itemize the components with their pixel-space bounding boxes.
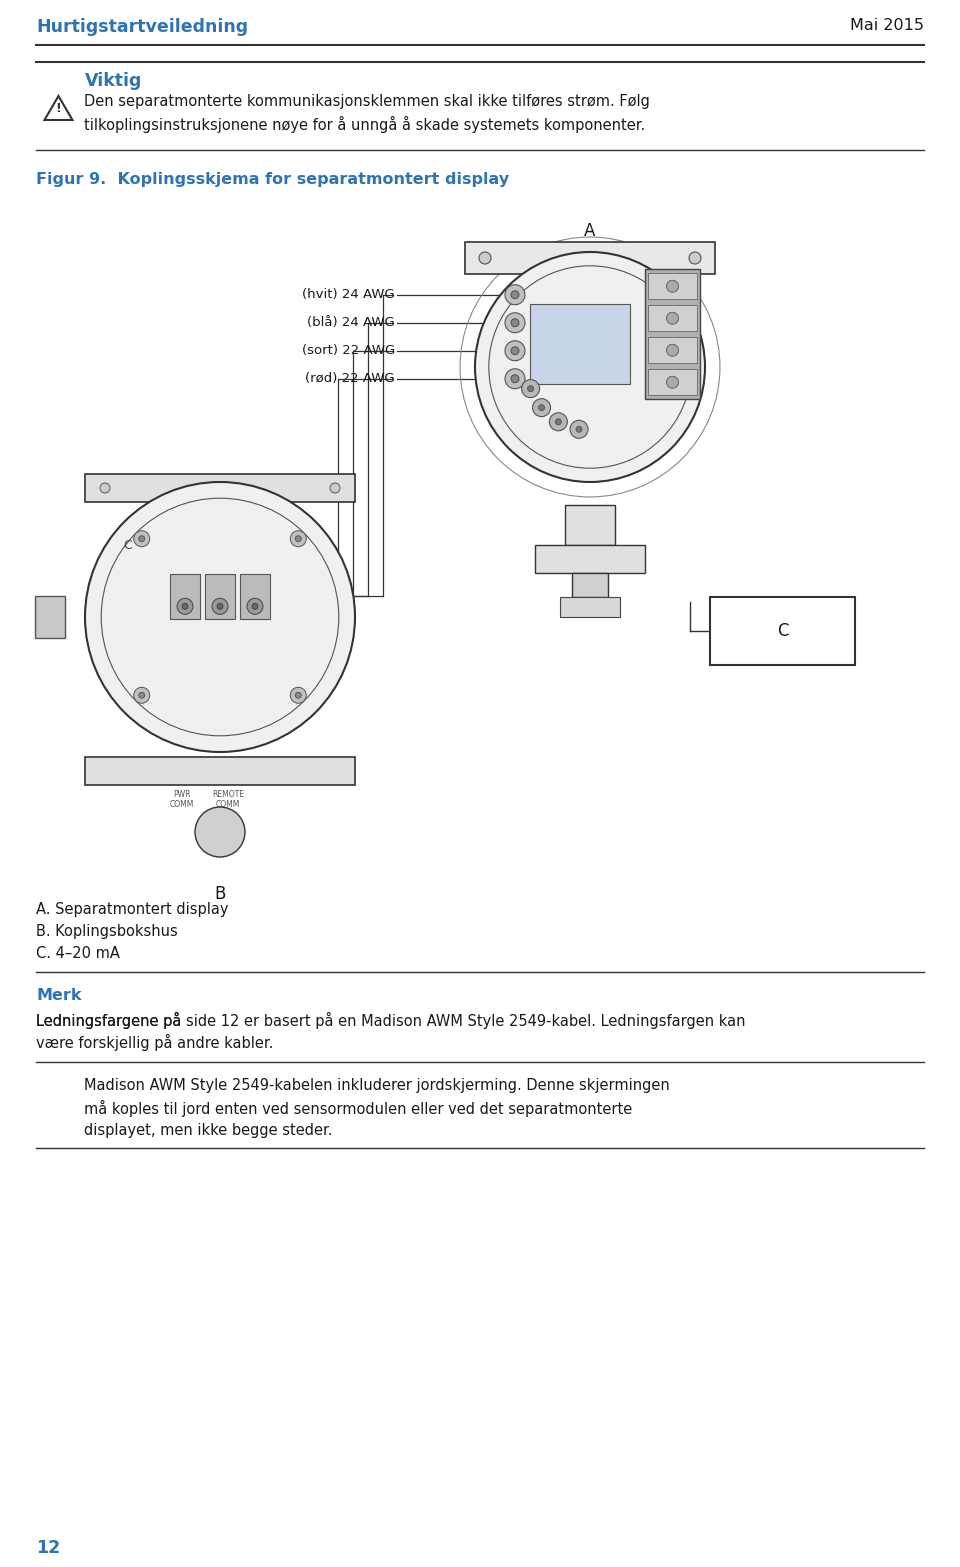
FancyBboxPatch shape	[565, 505, 615, 545]
Text: (rød) 22 AWG: (rød) 22 AWG	[305, 373, 395, 385]
Text: B: B	[214, 885, 226, 903]
Circle shape	[505, 285, 525, 304]
Circle shape	[139, 693, 145, 699]
Circle shape	[85, 483, 355, 752]
Circle shape	[533, 398, 550, 417]
Circle shape	[177, 599, 193, 614]
FancyBboxPatch shape	[170, 574, 200, 619]
Circle shape	[570, 420, 588, 439]
Circle shape	[182, 603, 188, 610]
Circle shape	[511, 375, 519, 382]
FancyBboxPatch shape	[572, 574, 608, 597]
Circle shape	[290, 531, 306, 547]
Text: A. Separatmontert display: A. Separatmontert display	[36, 903, 229, 917]
Circle shape	[549, 412, 567, 431]
Circle shape	[511, 318, 519, 328]
Circle shape	[133, 531, 150, 547]
Circle shape	[689, 252, 701, 263]
FancyBboxPatch shape	[465, 241, 715, 274]
Circle shape	[666, 280, 679, 293]
Circle shape	[556, 418, 562, 425]
Circle shape	[475, 252, 705, 483]
Circle shape	[330, 483, 340, 494]
FancyBboxPatch shape	[648, 306, 697, 331]
Circle shape	[511, 291, 519, 299]
Text: Figur 9.  Koplingsskjema for separatmontert display: Figur 9. Koplingsskjema for separatmonte…	[36, 172, 510, 186]
Text: Ledningsfargene på side 12 er basert på en Madison AWM Style 2549-kabel. Ledning: Ledningsfargene på side 12 er basert på …	[36, 1012, 746, 1030]
Text: C: C	[777, 622, 788, 639]
Text: (sort) 22 AWG: (sort) 22 AWG	[301, 345, 395, 357]
Circle shape	[528, 385, 534, 392]
Circle shape	[100, 483, 110, 494]
Circle shape	[576, 426, 582, 432]
Circle shape	[247, 599, 263, 614]
FancyBboxPatch shape	[85, 757, 355, 785]
FancyBboxPatch shape	[35, 595, 64, 638]
Circle shape	[252, 603, 258, 610]
Text: A: A	[585, 223, 596, 240]
FancyBboxPatch shape	[205, 574, 235, 619]
FancyBboxPatch shape	[560, 597, 620, 617]
FancyBboxPatch shape	[710, 597, 855, 664]
FancyBboxPatch shape	[648, 273, 697, 299]
FancyBboxPatch shape	[648, 337, 697, 364]
Circle shape	[212, 599, 228, 614]
Circle shape	[296, 536, 301, 542]
Text: !: !	[56, 102, 61, 114]
Text: Madison AWM Style 2549-kabelen inkluderer jordskjerming. Denne skjermingen
må ko: Madison AWM Style 2549-kabelen inkludere…	[84, 1078, 670, 1138]
Text: B. Koplingsbokshus: B. Koplingsbokshus	[36, 925, 179, 939]
Circle shape	[195, 807, 245, 857]
Text: være forskjellig på andre kabler.: være forskjellig på andre kabler.	[36, 1034, 274, 1051]
Circle shape	[479, 252, 491, 263]
Circle shape	[666, 345, 679, 356]
Circle shape	[139, 536, 145, 542]
Circle shape	[505, 313, 525, 332]
Circle shape	[505, 368, 525, 389]
FancyBboxPatch shape	[530, 304, 630, 384]
Circle shape	[666, 376, 679, 389]
Circle shape	[511, 346, 519, 354]
FancyBboxPatch shape	[645, 270, 700, 400]
Text: 12: 12	[36, 1539, 60, 1558]
Text: Viktig: Viktig	[84, 72, 142, 89]
Circle shape	[290, 688, 306, 704]
Circle shape	[505, 340, 525, 360]
Text: (blå) 24 AWG: (blå) 24 AWG	[307, 317, 395, 329]
Circle shape	[133, 688, 150, 704]
Text: Den separatmonterte kommunikasjonsklemmen skal ikke tilføres strøm. Følg
tilkopl: Den separatmonterte kommunikasjonsklemme…	[84, 94, 650, 133]
Circle shape	[539, 404, 544, 411]
Circle shape	[666, 312, 679, 324]
Text: Ledningsfargene på: Ledningsfargene på	[36, 1012, 186, 1030]
Text: REMOTE
COMM: REMOTE COMM	[212, 790, 244, 810]
FancyBboxPatch shape	[85, 473, 355, 501]
Text: C: C	[123, 539, 132, 552]
FancyBboxPatch shape	[240, 574, 270, 619]
Circle shape	[521, 379, 540, 398]
Text: PWR
COMM: PWR COMM	[170, 790, 194, 810]
Circle shape	[296, 693, 301, 699]
Text: Mai 2015: Mai 2015	[850, 17, 924, 33]
Text: Merk: Merk	[36, 989, 82, 1003]
FancyBboxPatch shape	[648, 370, 697, 395]
Text: (hvit) 24 AWG: (hvit) 24 AWG	[302, 288, 395, 301]
Text: Hurtigstartveiledning: Hurtigstartveiledning	[36, 17, 249, 36]
FancyBboxPatch shape	[535, 545, 645, 574]
Circle shape	[217, 603, 223, 610]
Text: C. 4–20 mA: C. 4–20 mA	[36, 946, 120, 961]
